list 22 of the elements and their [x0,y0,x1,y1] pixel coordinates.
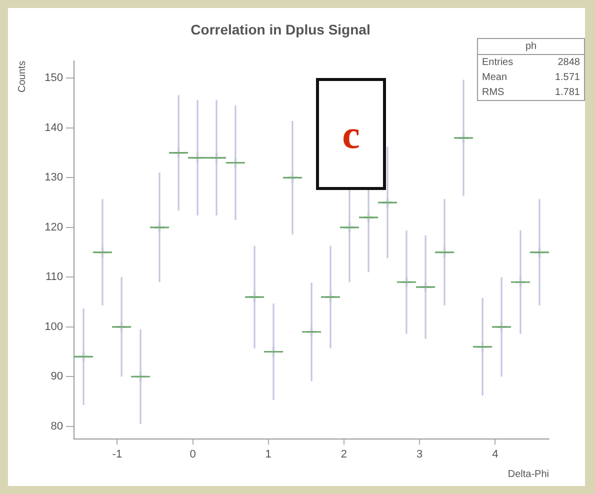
chart-title: Correlation in Dplus Signal [190,21,370,38]
annotation: c [342,110,360,158]
text: RMS 1.781 [482,87,580,98]
x-tick-label: 4 [492,448,498,460]
y-tick-label: 100 [44,320,63,333]
text: Mean 1.571 [482,72,580,83]
y-axis-title: Counts [16,60,28,92]
y-tick-label: 110 [45,271,63,284]
y-tick-label: 140 [44,122,63,134]
y-tick-label: 120 [44,221,63,234]
text: Entries 2848 [482,57,580,68]
y-tick-label: 80 [50,420,63,432]
text: ph [478,39,584,55]
y-tick-label: 150 [44,72,63,84]
x-tick-label: -1 [112,448,122,460]
y-tick-label: 130 [44,172,63,184]
x-tick-label: 3 [416,448,423,460]
x-tick-label: 1 [265,448,272,460]
x-tick-label: 0 [190,448,196,460]
x-axis-title: Delta-Phi [508,468,549,480]
y-tick-label: 90 [50,370,63,383]
x-tick-label: 2 [340,448,348,460]
